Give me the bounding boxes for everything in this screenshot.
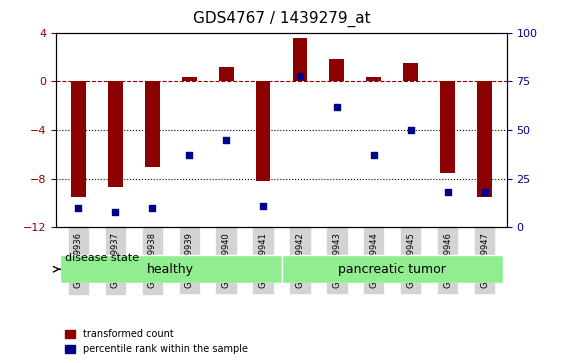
Bar (329, 60, 344, 81)
Point (332, 104, 341, 110)
Point (148, 205, 157, 211)
Bar (256, 81, 270, 181)
Point (258, 203, 267, 209)
Bar (219, 67, 234, 81)
Point (222, 137, 231, 143)
Point (296, 73, 305, 78)
Point (185, 152, 194, 158)
Point (480, 189, 489, 195)
FancyBboxPatch shape (282, 255, 503, 283)
Text: disease state: disease state (65, 253, 140, 263)
Point (369, 152, 378, 158)
Text: GDS4767 / 1439279_at: GDS4767 / 1439279_at (193, 11, 370, 27)
Bar (477, 81, 492, 197)
Bar (108, 81, 123, 187)
Bar (182, 77, 196, 81)
Legend: transformed count, percentile rank within the sample: transformed count, percentile rank withi… (61, 326, 252, 358)
Bar (367, 77, 381, 81)
Bar (293, 37, 307, 81)
Bar (403, 63, 418, 81)
Bar (145, 81, 160, 167)
Point (74, 205, 83, 211)
FancyBboxPatch shape (60, 255, 282, 283)
Bar (440, 81, 455, 173)
Text: pancreatic tumor: pancreatic tumor (338, 263, 446, 276)
Point (443, 189, 452, 195)
Point (406, 127, 415, 133)
Bar (71, 81, 86, 197)
Text: healthy: healthy (148, 263, 194, 276)
Point (111, 209, 120, 215)
